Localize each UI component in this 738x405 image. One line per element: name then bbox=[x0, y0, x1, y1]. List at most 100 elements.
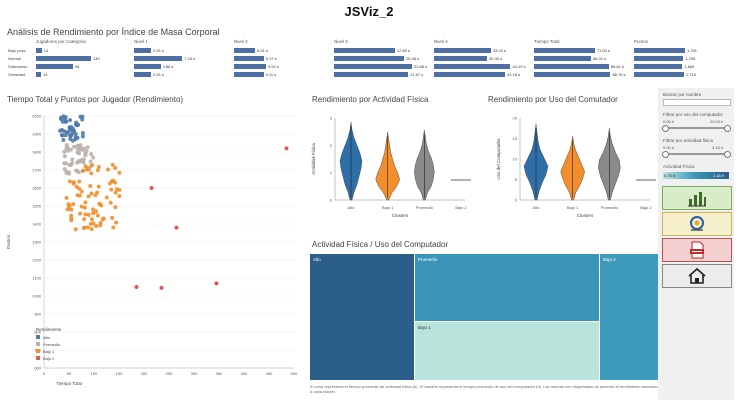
scatter-point bbox=[113, 190, 118, 195]
summary-value: 21.67 s bbox=[410, 72, 424, 77]
scatter-point bbox=[83, 164, 88, 169]
scatter-point bbox=[68, 133, 73, 138]
y-tick-label: 1500 bbox=[32, 204, 42, 209]
x-tick-label: Bajo 2 bbox=[640, 205, 652, 210]
legend-title: Rendimiento bbox=[36, 327, 62, 332]
scatter-point bbox=[108, 200, 113, 205]
scatter-point bbox=[70, 157, 75, 162]
scatter-point bbox=[83, 153, 88, 158]
nav-home-button[interactable] bbox=[662, 264, 732, 288]
y-tick-label: 1200 bbox=[32, 258, 42, 263]
scatter-point bbox=[75, 169, 80, 174]
summary-bar bbox=[234, 48, 256, 53]
summary-bar bbox=[434, 56, 488, 61]
computer-slider-track[interactable] bbox=[664, 127, 728, 129]
y-tick-label: 800 bbox=[34, 330, 41, 335]
y-tick-label: 2 bbox=[330, 143, 333, 148]
scatter-point bbox=[83, 200, 88, 205]
category-label: Normal bbox=[8, 56, 21, 61]
category-count: 94 bbox=[74, 64, 80, 69]
summary-bar bbox=[234, 72, 264, 77]
treemap-label: Bajo 1 bbox=[418, 325, 431, 330]
summary-bar bbox=[334, 72, 409, 77]
pdf-icon bbox=[690, 241, 704, 259]
scatter-point bbox=[99, 203, 104, 208]
summary-bar bbox=[534, 64, 609, 69]
legend-swatch bbox=[36, 356, 40, 360]
page-title: JSViz_2 bbox=[344, 4, 394, 19]
scatter-point bbox=[81, 157, 86, 162]
scatter-point bbox=[82, 217, 87, 222]
nav-pdf-button[interactable] bbox=[662, 238, 732, 262]
treemap-cell-bajo-1[interactable]: Bajo 1 bbox=[415, 322, 599, 380]
treemap-cell-bajo-2[interactable]: Bajo 2 bbox=[600, 254, 658, 380]
scatter-point bbox=[64, 195, 69, 200]
computer-slider-min-handle[interactable] bbox=[662, 125, 669, 132]
y-tick-label: 0 bbox=[330, 198, 333, 203]
y-tick-label: 3 bbox=[330, 116, 333, 121]
summary-bar bbox=[634, 56, 684, 61]
activity-slider-track[interactable] bbox=[664, 153, 728, 155]
search-input[interactable] bbox=[663, 99, 731, 106]
nav-charts-button[interactable] bbox=[662, 186, 732, 210]
scatter-point bbox=[214, 281, 219, 286]
activity-slider-min-handle[interactable] bbox=[662, 151, 669, 158]
scatter-point bbox=[81, 147, 86, 152]
category-count: 13 bbox=[42, 72, 48, 77]
scatter-point bbox=[80, 131, 85, 136]
y-tick-label: 1 bbox=[330, 170, 333, 175]
x-axis-label: Clusters bbox=[392, 213, 409, 218]
summary-value: 30.40 s bbox=[489, 56, 503, 61]
y-tick-label: 10 bbox=[513, 157, 518, 162]
category-label: Sobrepeso bbox=[8, 64, 28, 69]
computer-slider-max-handle[interactable] bbox=[724, 125, 731, 132]
category-count: 140 bbox=[93, 56, 100, 61]
scatter-point bbox=[174, 225, 179, 230]
scatter-point bbox=[134, 285, 139, 289]
summary-value: 41.18 s bbox=[506, 72, 521, 77]
scatter-point bbox=[91, 207, 96, 212]
summary-value: 71.00 s bbox=[596, 48, 610, 53]
y-tick-label: 600 bbox=[34, 366, 41, 371]
summary-column-header: Nivel 2 bbox=[234, 39, 248, 44]
treemap: Alto Promedio Bajo 1 Bajo 2 bbox=[310, 254, 658, 380]
scatter-point bbox=[68, 128, 73, 133]
summary-bar bbox=[434, 48, 491, 53]
scatter-point bbox=[113, 165, 118, 170]
x-tick-label: Alto bbox=[533, 205, 541, 210]
scatter-point bbox=[86, 212, 91, 217]
nav-settings-button[interactable] bbox=[662, 212, 732, 236]
x-tick-label: 50 bbox=[67, 371, 72, 376]
x-tick-label: 150 bbox=[116, 371, 123, 376]
category-label: Bajo peso bbox=[8, 48, 26, 53]
scatter-point bbox=[89, 227, 94, 232]
violin-computer-chart: 20 15 10 5 0 Uso del Computador Clusters Alto Ba… bbox=[496, 116, 656, 218]
y-tick-label: 1600 bbox=[32, 186, 42, 191]
scatter-point bbox=[73, 227, 78, 232]
y-tick-label: 5 bbox=[515, 177, 518, 182]
scatter-point bbox=[95, 168, 100, 173]
x-tick-label: 0 bbox=[43, 371, 46, 376]
scatter-point bbox=[94, 223, 99, 228]
scatter-point bbox=[117, 194, 122, 199]
summary-bar bbox=[334, 64, 412, 69]
search-label: Buscar por nombre bbox=[663, 92, 702, 97]
y-tick-label: 1900 bbox=[32, 132, 42, 137]
summary-bar bbox=[434, 72, 505, 77]
scatter-point bbox=[284, 146, 289, 151]
activity-filter-min: 0.00 h bbox=[663, 145, 675, 150]
dashboard-subtitle: Análisis de Rendimiento por Índice de Ma… bbox=[7, 27, 220, 37]
treemap-cell-alto[interactable]: Alto bbox=[310, 254, 414, 380]
scatter-point bbox=[79, 204, 84, 209]
computer-filter-label: Filtrar por uso del computador bbox=[663, 112, 724, 117]
treemap-cell-promedio[interactable]: Promedio bbox=[415, 254, 599, 321]
scatter-point bbox=[75, 135, 80, 140]
scatter-point bbox=[65, 145, 70, 150]
y-tick-label: 1800 bbox=[32, 150, 42, 155]
color-legend-label: Actividad Física bbox=[663, 164, 695, 169]
color-legend-min: 0.73 h bbox=[664, 173, 676, 178]
activity-slider-max-handle[interactable] bbox=[724, 151, 731, 158]
summary-value: 1,751 bbox=[686, 48, 697, 53]
scatter-point bbox=[94, 209, 99, 214]
scatter-point bbox=[93, 193, 98, 198]
